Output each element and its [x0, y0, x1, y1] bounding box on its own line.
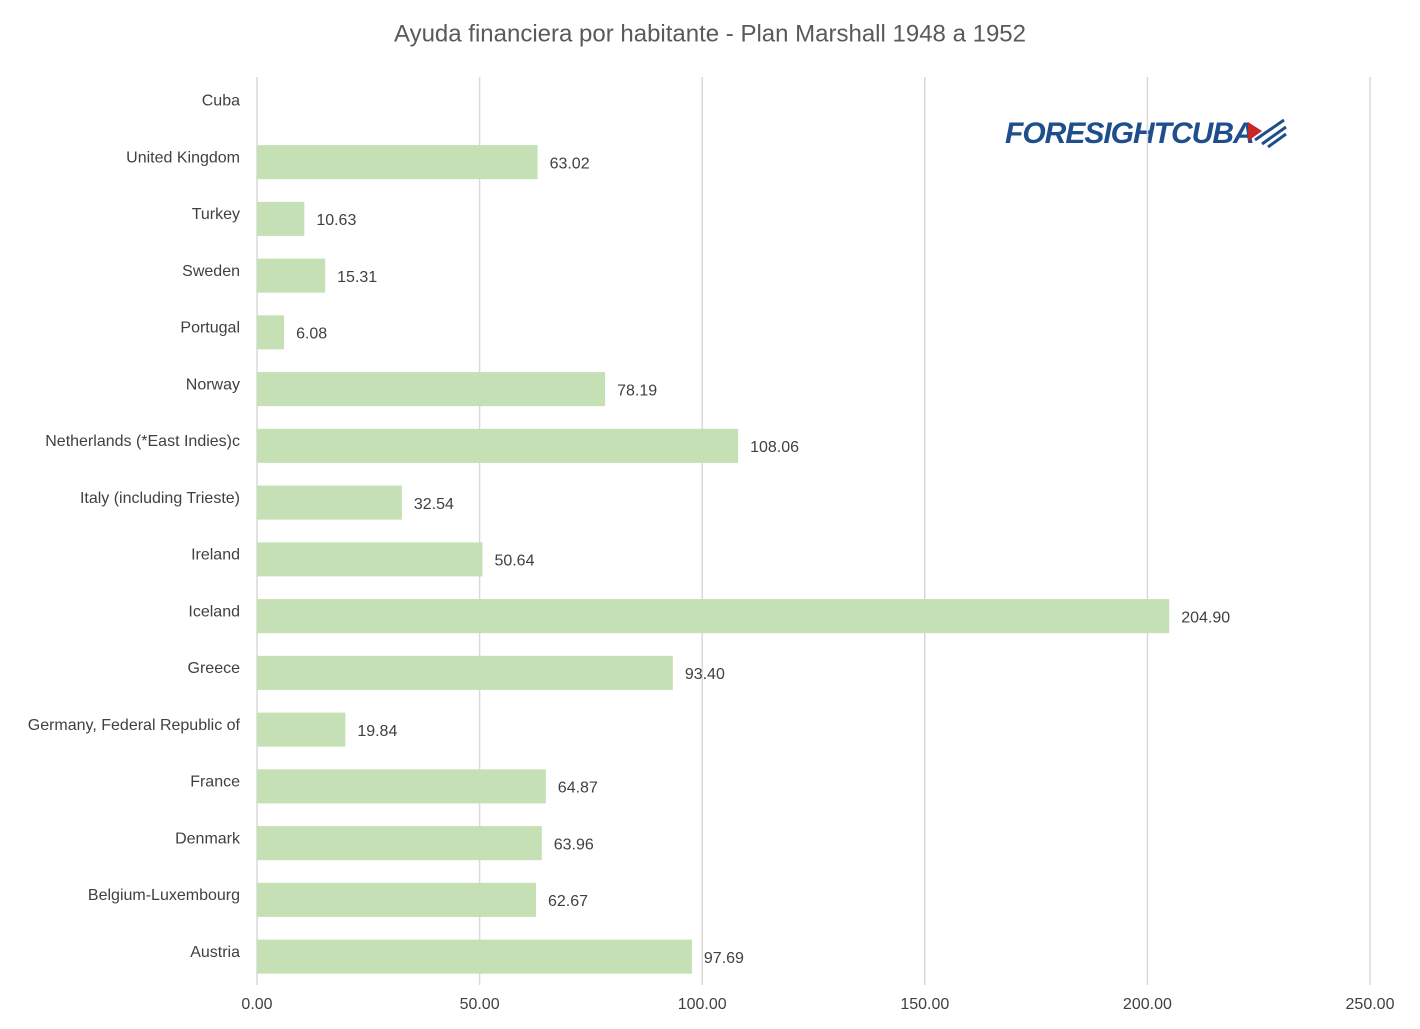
- bar: [257, 826, 542, 861]
- y-tick-label: France: [190, 774, 240, 791]
- x-tick-label: 0.00: [241, 996, 272, 1013]
- y-tick-label: Sweden: [182, 263, 240, 280]
- value-label: 62.67: [548, 893, 588, 910]
- value-label: 108.06: [750, 439, 799, 456]
- x-tick-label: 250.00: [1346, 996, 1395, 1013]
- value-label: 97.69: [704, 950, 744, 967]
- bar: [257, 712, 346, 747]
- value-label: 63.96: [554, 836, 594, 853]
- bar: [257, 769, 546, 804]
- logo: FORESIGHTCUBA: [1005, 117, 1254, 150]
- y-tick-label: Italy (including Trieste): [80, 490, 240, 507]
- y-tick-label: Portugal: [180, 320, 240, 337]
- x-tick-label: 100.00: [678, 996, 727, 1013]
- y-tick-label: Iceland: [188, 603, 240, 620]
- y-tick-label: Cuba: [202, 93, 240, 110]
- value-label: 64.87: [558, 780, 598, 797]
- bar: [257, 201, 305, 236]
- bar: [257, 939, 692, 974]
- bar: [257, 428, 739, 463]
- y-tick-label: Austria: [190, 944, 240, 961]
- x-tick-label: 50.00: [460, 996, 500, 1013]
- logo-flag: [1248, 118, 1287, 149]
- value-label: 50.64: [494, 553, 534, 570]
- bar: [257, 258, 326, 293]
- bar: [257, 145, 538, 180]
- y-tick-label: Belgium-Luxembourg: [88, 887, 240, 904]
- value-label: 63.02: [550, 155, 590, 172]
- value-label: 15.31: [337, 269, 377, 286]
- x-tick-label: 200.00: [1123, 996, 1172, 1013]
- value-label: 19.84: [357, 723, 397, 740]
- value-label: 204.90: [1181, 609, 1230, 626]
- bar: [257, 599, 1170, 634]
- y-tick-label: Ireland: [191, 547, 240, 564]
- bar: [257, 372, 606, 407]
- x-tick-label: 150.00: [900, 996, 949, 1013]
- chart-title: Ayuda financiera por habitante - Plan Ma…: [394, 20, 1026, 47]
- y-tick-label: Turkey: [192, 206, 240, 223]
- y-tick-label: United Kingdom: [126, 149, 240, 166]
- bar: [257, 315, 285, 350]
- value-label: 10.63: [316, 212, 356, 229]
- value-label: 32.54: [414, 496, 454, 513]
- y-tick-label: Denmark: [175, 830, 241, 847]
- y-tick-label: Greece: [188, 660, 241, 677]
- y-tick-label: Norway: [186, 376, 240, 393]
- bar: [257, 655, 673, 690]
- bar: [257, 485, 402, 520]
- value-label: 93.40: [685, 666, 725, 683]
- y-tick-label: Germany, Federal Republic of: [28, 717, 241, 734]
- value-label: 78.19: [617, 382, 657, 399]
- bar: [257, 882, 537, 917]
- y-tick-label: Netherlands (*East Indies)c: [45, 433, 240, 450]
- value-label: 6.08: [296, 326, 327, 343]
- bar: [257, 542, 483, 577]
